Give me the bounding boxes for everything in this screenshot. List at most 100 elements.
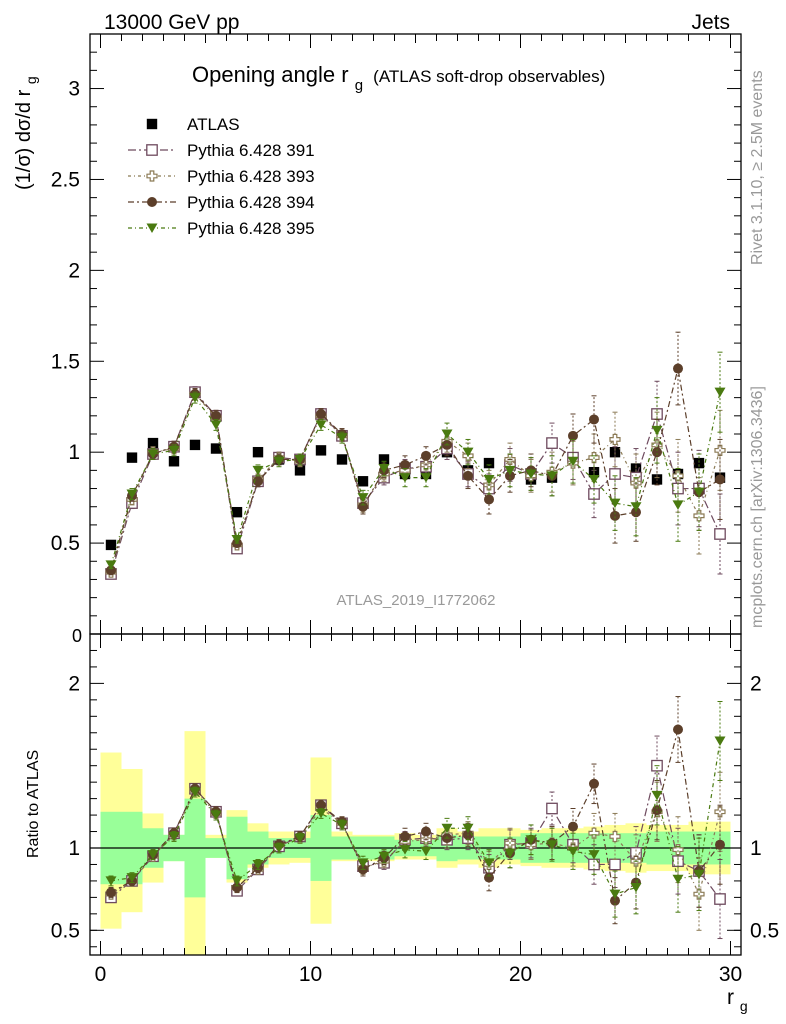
data-point: [714, 387, 726, 398]
data-point: [441, 823, 453, 834]
main-title: Opening angle r g (ATLAS soft-drop obser…: [192, 62, 605, 95]
analysis-watermark: ATLAS_2019_I1772062: [336, 592, 495, 609]
ratio-ylabel: Ratio to ATLAS: [25, 750, 42, 858]
data-point: [168, 831, 180, 842]
data-point: [715, 474, 725, 485]
data-point: [609, 433, 621, 446]
data-point: [610, 510, 620, 521]
data-point: [315, 420, 327, 430]
data-point: [714, 736, 726, 746]
data-point: [609, 830, 621, 843]
data-point: [588, 827, 600, 839]
header-right: Jets: [691, 11, 730, 34]
data-point: [567, 846, 579, 857]
data-point: [462, 823, 474, 834]
data-point: [588, 474, 600, 485]
data-point: [126, 873, 138, 883]
mcplots-label: mcplots.cern.ch [arXiv:1306.3436]: [749, 386, 766, 628]
series-pythia-6-428-395: [105, 351, 726, 570]
data-point: [126, 452, 138, 463]
data-point: [462, 447, 474, 458]
rivet-label: Rivet 3.1.10, ≥ 2.5M events: [749, 70, 766, 265]
data-point: [189, 439, 201, 451]
y-tick-label-zero: 0: [72, 626, 82, 646]
legend-label: Pythia 6.428 391: [187, 141, 315, 160]
data-point: [589, 414, 599, 425]
data-point: [189, 787, 201, 798]
data-point: [630, 883, 642, 893]
data-point: [567, 456, 579, 467]
data-point: [378, 454, 390, 465]
data-point: [420, 473, 432, 483]
data-point: [441, 429, 453, 439]
y-tick-label: 2.5: [51, 168, 80, 191]
legend-entry: Pythia 6.428 391: [128, 141, 315, 160]
series-pythia-6-428-391: [105, 380, 726, 580]
legend-marker: [146, 170, 158, 182]
data-point: [126, 489, 138, 499]
main-ylabel: (1/σ) dσ/d r g: [13, 76, 39, 190]
data-point: [693, 457, 705, 469]
y-tick-label-right: 1: [750, 837, 762, 860]
data-point: [316, 409, 326, 419]
data-point: [105, 876, 117, 886]
data-point: [294, 465, 306, 476]
data-point: [378, 464, 390, 474]
main-ylabel-text: (1/σ) dσ/d r: [13, 89, 35, 190]
data-point: [484, 872, 494, 883]
data-point: [210, 810, 222, 821]
y-tick-label: 0.5: [51, 532, 80, 555]
x-tick-label: 0: [95, 963, 107, 986]
data-point: [483, 858, 495, 868]
data-point: [693, 487, 705, 498]
legend-marker: [146, 144, 158, 156]
data-point: [210, 420, 222, 430]
data-point: [672, 500, 684, 510]
data-point: [399, 845, 411, 855]
data-point: [105, 560, 117, 570]
data-point: [106, 565, 116, 576]
data-point: [232, 882, 242, 893]
y-tick-label: 2: [68, 259, 80, 282]
data-point: [399, 473, 411, 483]
y-tick-label: 1: [68, 441, 80, 464]
data-point: [357, 858, 369, 868]
xlabel-text: r: [727, 986, 734, 1009]
data-point: [483, 457, 495, 469]
main-title-sub: g: [355, 77, 363, 94]
data-point: [546, 802, 558, 815]
data-point: [189, 393, 201, 403]
y-tick-label: 1: [68, 837, 80, 860]
data-point: [252, 859, 264, 870]
data-point: [273, 843, 285, 853]
data-point: [336, 454, 348, 465]
x-tick-label: 20: [509, 963, 532, 986]
data-point: [505, 470, 515, 481]
legend: ATLAS Pythia 6.428 391 Pythia 6.428 393 Pyt…: [128, 115, 315, 238]
legend-marker: [146, 223, 158, 233]
series-atlas: [105, 437, 726, 551]
data-point: [504, 465, 516, 476]
data-point: [483, 474, 495, 485]
xlabel: r g: [727, 986, 748, 1014]
data-point: [252, 465, 264, 476]
legend-label: Pythia 6.428 394: [187, 193, 315, 212]
y-tick-label: 3: [68, 78, 80, 101]
data-point: [420, 846, 432, 857]
data-point: [652, 447, 662, 458]
series-line: [110, 368, 721, 571]
legend-entry: Pythia 6.428 394: [128, 193, 315, 212]
legend-marker: [147, 197, 157, 207]
legend-entry: Pythia 6.428 393: [128, 167, 315, 186]
data-point: [358, 501, 368, 512]
data-point: [294, 833, 306, 844]
data-point: [231, 534, 243, 545]
series-pythia-6-428-393: [105, 388, 726, 578]
x-tick-label: 30: [719, 963, 742, 986]
data-point: [651, 425, 663, 436]
data-point: [715, 839, 725, 850]
ratio-plot-area: 0 10 20 30 0.5 0.5 1 1 2 2: [51, 633, 779, 986]
main-title-note: (ATLAS soft-drop observables): [373, 67, 605, 86]
legend-entry: ATLAS: [146, 115, 240, 134]
